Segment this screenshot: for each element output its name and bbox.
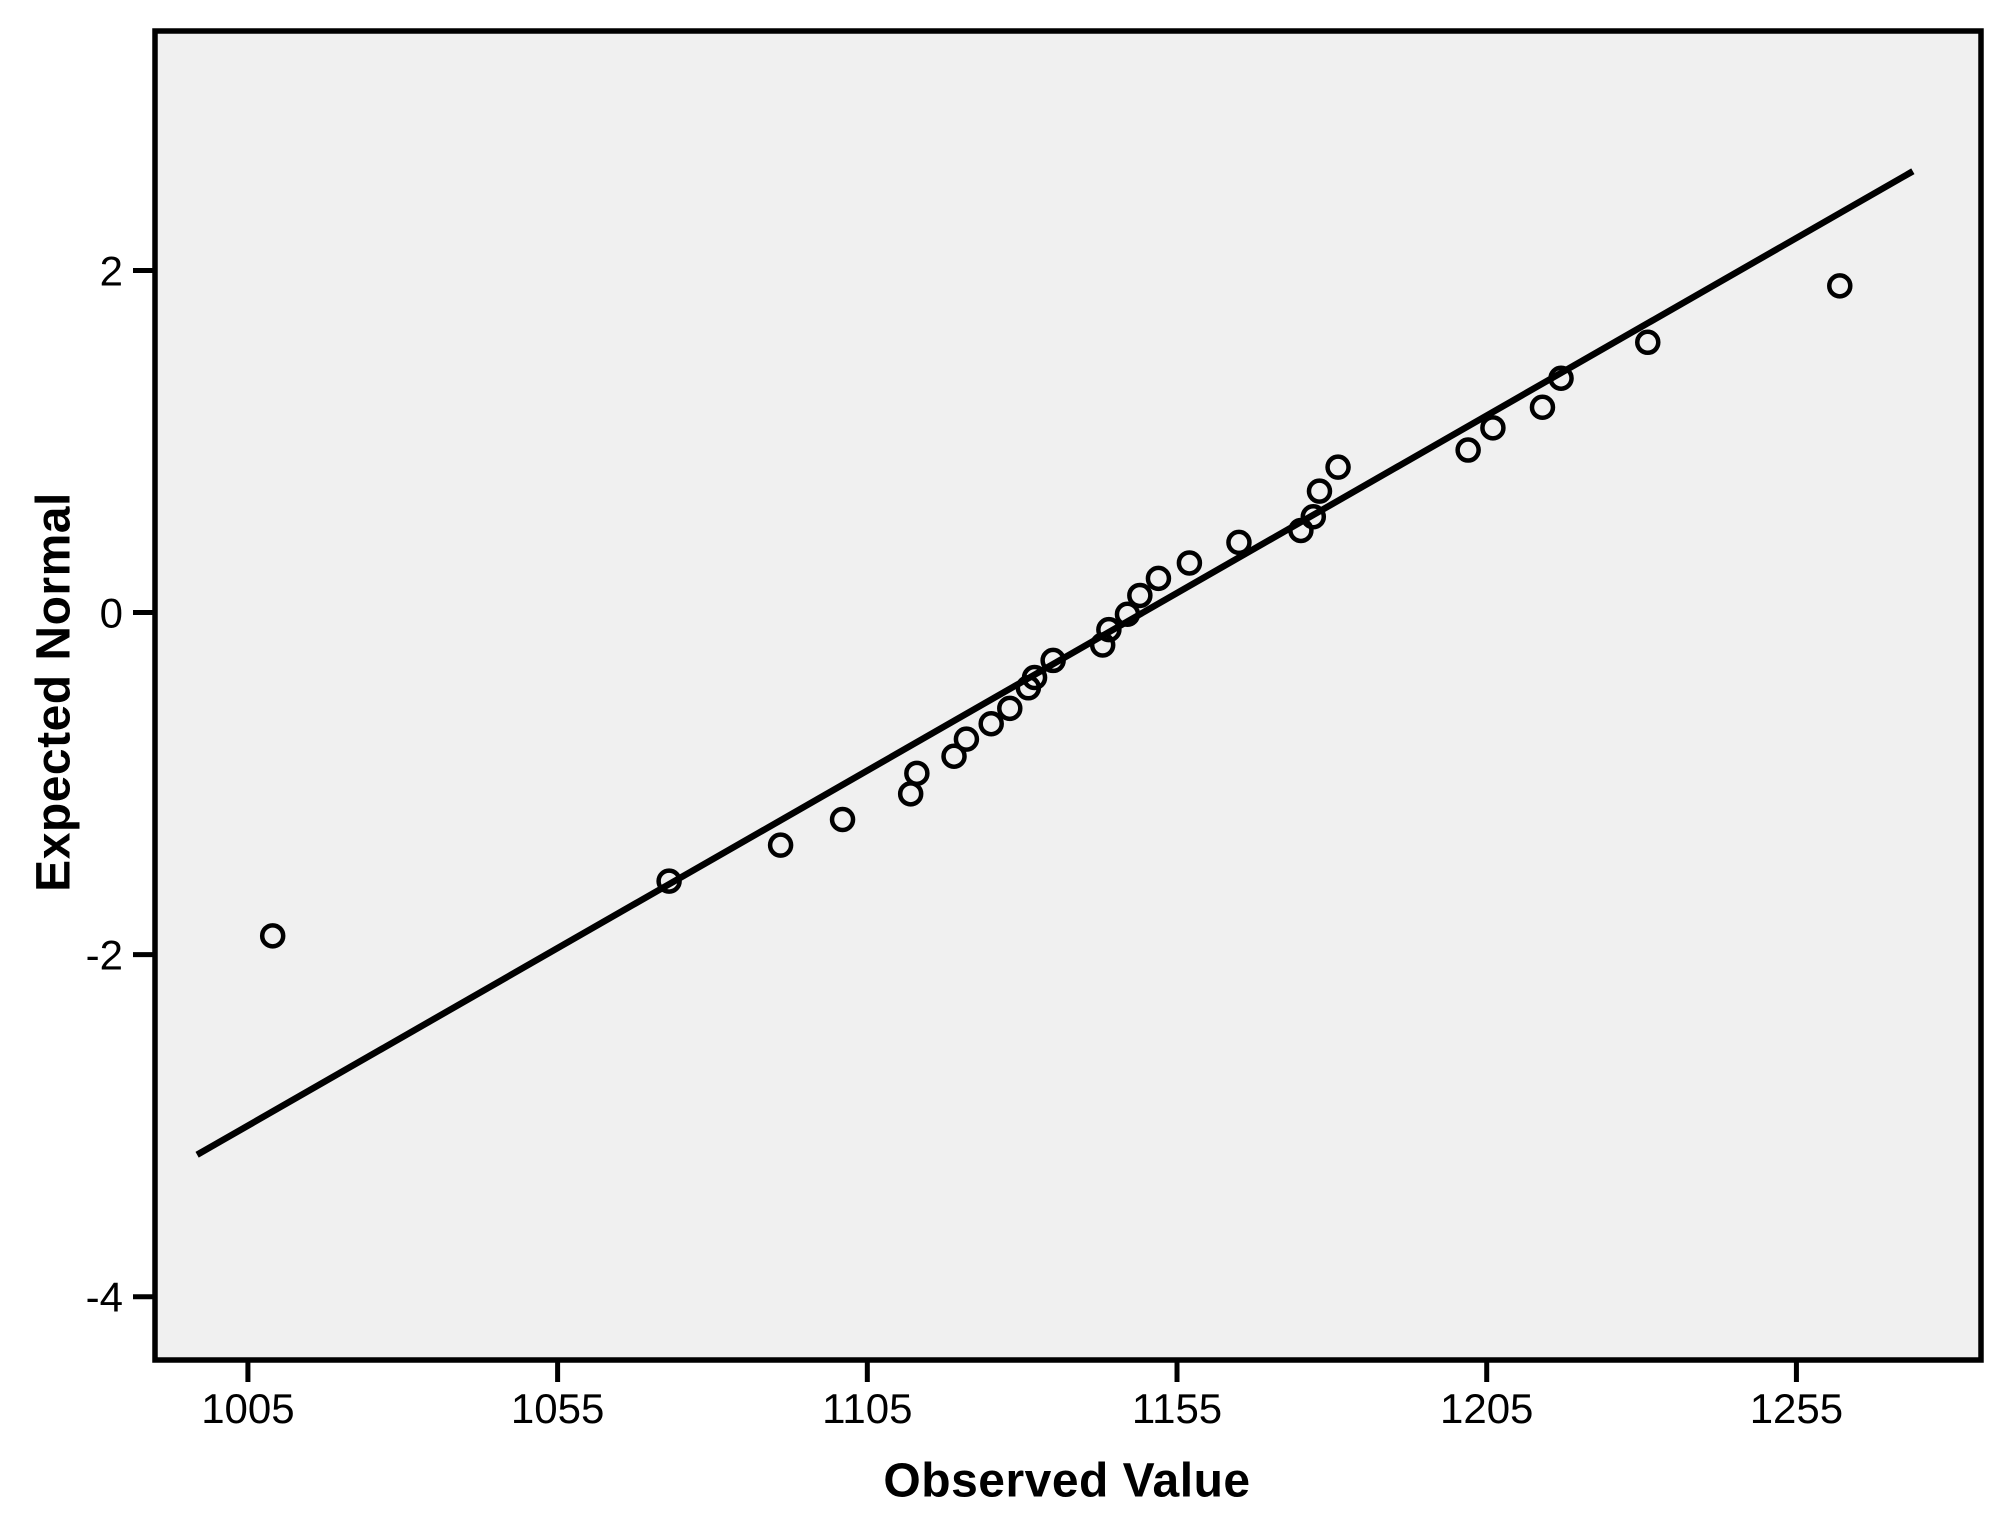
data-point (953, 726, 980, 752)
x-tick-label: 1155 (1132, 1385, 1222, 1432)
data-point (1306, 478, 1333, 504)
data-point (1145, 565, 1172, 592)
data-point (1635, 329, 1661, 356)
x-tick-label: 1005 (201, 1385, 294, 1432)
data-point (1021, 664, 1048, 691)
data-point (259, 923, 286, 949)
data-point (1548, 365, 1574, 391)
data-point (767, 832, 794, 858)
data-point (1827, 273, 1853, 299)
y-tick-label: -4 (86, 1274, 123, 1321)
data-point (829, 806, 856, 833)
data-point (1176, 550, 1203, 576)
data-point (1455, 437, 1481, 463)
normality-reference-line (195, 168, 1915, 1158)
data-point (941, 743, 967, 769)
data-point (1114, 601, 1141, 628)
x-axis-title: Observed Value (883, 1454, 1251, 1508)
data-point (1300, 504, 1327, 530)
y-tick-label: 0 (100, 590, 123, 637)
data-point (1040, 647, 1066, 674)
y-axis-title: Expected Normal (27, 492, 81, 892)
data-point (978, 710, 1004, 737)
x-tick-label: 1255 (1750, 1385, 1843, 1432)
x-tick-label: 1105 (822, 1385, 912, 1432)
data-point (1127, 582, 1153, 609)
data-point (656, 868, 682, 894)
data-point (1288, 517, 1314, 544)
data-point (1480, 415, 1506, 441)
data-point (1529, 394, 1556, 421)
y-tick-label: -2 (86, 932, 123, 979)
data-point (904, 760, 930, 787)
data-point (1089, 632, 1116, 658)
data-point (1226, 529, 1252, 556)
data-point (997, 695, 1023, 722)
x-tick-label: 1055 (511, 1385, 604, 1432)
y-tick-label: 2 (100, 247, 123, 294)
plot-area (152, 28, 1984, 1363)
x-tick-label: 1205 (1440, 1385, 1533, 1432)
data-point (1096, 616, 1122, 643)
data-point (1325, 454, 1351, 480)
